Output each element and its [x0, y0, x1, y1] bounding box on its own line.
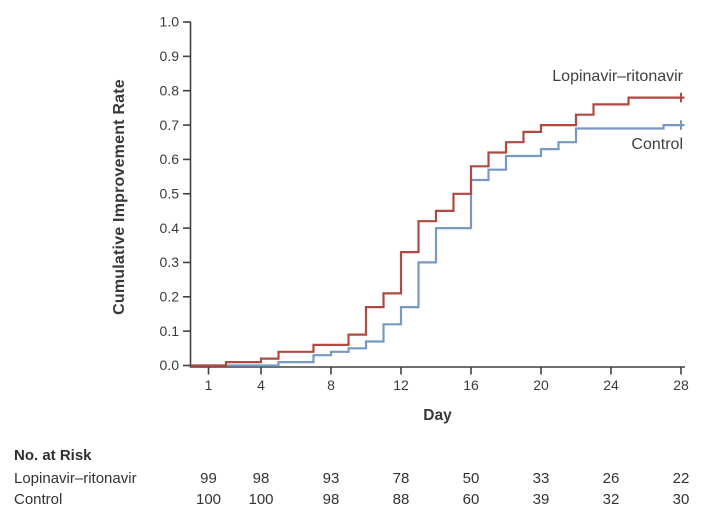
risk-value: 22 [672, 470, 690, 487]
risk-value: 30 [672, 491, 690, 508]
x-tick-label: 12 [393, 377, 409, 393]
risk-row: Control 100 100 98 88 60 39 32 30 [0, 491, 712, 509]
x-tick-label: 28 [673, 377, 689, 393]
axes [189, 21, 685, 368]
y-tick-label: 0.1 [160, 323, 180, 339]
risk-value: 98 [252, 470, 270, 487]
risk-value: 32 [602, 491, 620, 508]
chart-svg: 0.0 0.1 0.2 0.3 0.4 0.5 0.6 0.7 0.8 0.9 1.0 1 4 8 12 16… [160, 14, 689, 393]
risk-value: 33 [532, 470, 550, 487]
y-tick-label: 0.4 [160, 220, 180, 236]
x-tick-label: 24 [603, 377, 619, 393]
y-tick-label: 0.5 [160, 185, 180, 201]
x-tick-label: 4 [257, 377, 265, 393]
risk-value: 93 [322, 470, 340, 487]
risk-value: 88 [392, 491, 410, 508]
curve-control [190, 124, 685, 367]
y-tick-label: 0.6 [160, 151, 180, 167]
risk-row-label: Control [14, 491, 63, 508]
y-tick-label: 0.3 [160, 254, 180, 270]
y-tick-label: 0.0 [160, 357, 180, 373]
x-tick-label: 8 [327, 377, 335, 393]
risk-value: 100 [248, 491, 274, 508]
y-tick-label: 1.0 [160, 14, 180, 30]
y-tick-label: 0.7 [160, 117, 180, 133]
y-tick-label: 0.9 [160, 48, 180, 64]
risk-value: 26 [602, 470, 620, 487]
x-axis-title: Day [423, 407, 452, 424]
series-label-lopinavir-ritonavir: Lopinavir–ritonavir [552, 68, 683, 85]
x-tick-label: 1 [205, 377, 213, 393]
risk-table-title: No. at Risk [14, 447, 92, 464]
x-tick-label: 20 [533, 377, 549, 393]
risk-value: 39 [532, 491, 550, 508]
y-tick-label: 0.2 [160, 289, 180, 305]
risk-row-label: Lopinavir–ritonavir [14, 470, 137, 487]
risk-value: 98 [322, 491, 340, 508]
risk-value: 100 [195, 491, 222, 508]
y-axis-title: Cumulative Improvement Rate [111, 79, 128, 315]
risk-row: Lopinavir–ritonavir 99 98 93 78 50 33 26 22 [0, 470, 712, 488]
curve-lopinavir-ritonavir [190, 96, 685, 367]
series-label-control: Control [631, 136, 683, 153]
y-tick-label: 0.8 [160, 82, 180, 98]
x-tick-label: 16 [463, 377, 479, 393]
risk-value: 78 [392, 470, 410, 487]
risk-value: 60 [462, 491, 480, 508]
risk-value: 99 [200, 470, 217, 487]
risk-value: 50 [462, 470, 480, 487]
